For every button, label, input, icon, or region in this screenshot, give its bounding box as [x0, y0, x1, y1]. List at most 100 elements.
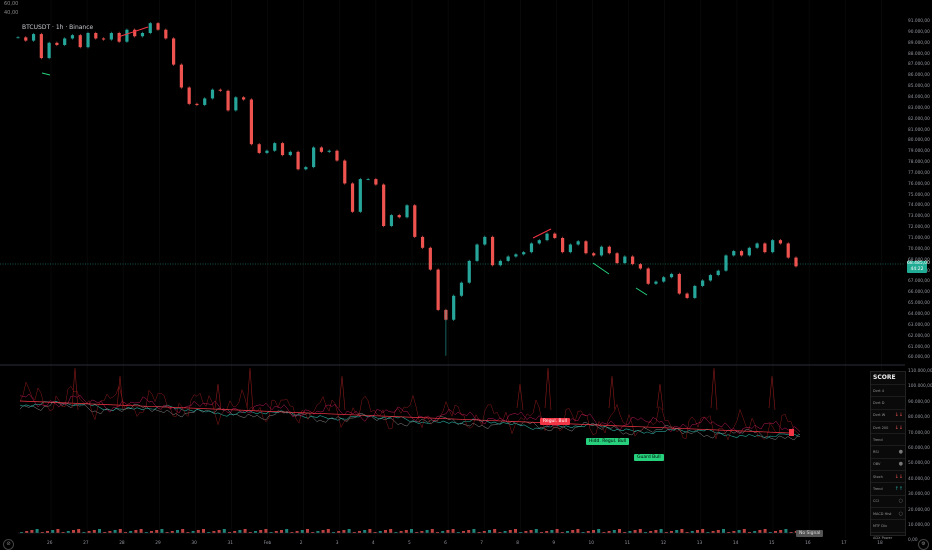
volume-bar: [51, 530, 55, 533]
volume-bar: [675, 530, 679, 533]
candle: [210, 89, 215, 99]
volume-bar: [280, 530, 283, 533]
volume-bar: [269, 532, 273, 533]
volume-bar: [404, 530, 408, 533]
candle: [428, 247, 432, 270]
price-tick-label: 62.000,00: [908, 333, 930, 339]
volume-bar: [566, 531, 569, 533]
score-row: RSI ●: [871, 445, 905, 457]
candle: [78, 35, 82, 48]
score-row-signal: ●: [898, 449, 903, 456]
divergence-line: [117, 26, 149, 38]
indicator-line-gray: [19, 401, 801, 441]
volume-bar: [644, 532, 647, 533]
volume-bar: [410, 529, 413, 533]
marker-hidden-bull[interactable]: Hidd. Regul. Bull: [586, 438, 630, 445]
volume-bar: [727, 532, 731, 533]
candle: [568, 244, 572, 253]
candle: [677, 273, 681, 294]
candle: [638, 264, 642, 269]
price-tick-label: 64.000,00: [908, 311, 930, 317]
divergence-line: [41, 72, 51, 76]
price-tick-label: 84.000,00: [908, 94, 930, 100]
volume-bar: [462, 531, 465, 533]
score-row-signal: ↓↓: [894, 473, 903, 480]
score-row: Dvrt D: [871, 396, 905, 408]
candle: [234, 97, 238, 111]
divergence-line: [592, 262, 610, 275]
volume-bar: [415, 532, 419, 533]
time-tick-label: 26: [47, 541, 53, 546]
time-tick-label: 18: [877, 541, 883, 546]
price-tick-label: 79.000,00: [908, 149, 930, 155]
volume-bar: [129, 531, 133, 533]
symbol-title[interactable]: BTCUSDT · 1h · Binance: [22, 24, 94, 31]
candle: [514, 254, 518, 257]
indicator-tick-label: 0,00: [908, 538, 918, 544]
score-row-label: ADX Power: [873, 536, 893, 541]
volume-bar: [701, 529, 705, 533]
volume-bar: [285, 529, 289, 533]
marker-no-signal[interactable]: No Signal: [796, 530, 824, 537]
volume-bar: [545, 531, 549, 533]
volume-bar: [46, 531, 49, 533]
marker-regular-bull[interactable]: Regul. Bull: [540, 418, 570, 425]
score-row-label: Dvrt 4: [873, 388, 884, 393]
time-tick-label: 5: [408, 541, 411, 546]
time-tick-label: 13: [696, 541, 703, 546]
volume-bar: [477, 532, 481, 533]
volume-bar: [243, 529, 247, 533]
time-tick-label: 16: [805, 541, 811, 546]
candle: [172, 38, 176, 65]
time-tick-label: Feb: [263, 541, 272, 546]
candle: [296, 151, 300, 170]
countdown: 44:22: [910, 267, 924, 272]
volume-bar: [560, 532, 564, 533]
volume-bar: [92, 530, 96, 533]
volume-bar: [534, 529, 538, 533]
indicator-spike: [116, 375, 124, 411]
volume-bar: [430, 529, 434, 533]
candle: [732, 251, 736, 256]
volume-bar: [758, 530, 762, 533]
score-panel: SCORE Dvrt 4 Dvrt D Dvrt W ↓↓ Dvrt 200 ↓↓ Tren…: [870, 371, 906, 540]
volume-bar: [222, 529, 226, 533]
time-tick-label: 8: [516, 541, 520, 546]
volume-bar: [472, 529, 476, 533]
time-tick-label: 2: [299, 541, 303, 546]
volume-bar: [108, 531, 112, 533]
volume-bar: [342, 530, 346, 533]
volume-bar: [555, 529, 559, 533]
marker-guard-bull[interactable]: Guard Bull: [634, 454, 664, 461]
volume-bar: [732, 531, 736, 533]
candle: [133, 29, 137, 37]
candle: [755, 243, 759, 248]
indicator-spike: [710, 367, 718, 411]
indicator-spike: [516, 383, 524, 411]
timezone-icon[interactable]: ⊘: [3, 539, 14, 550]
price-tick-label: 88.000,00: [908, 51, 930, 57]
volume-bar: [586, 531, 590, 533]
price-tick-label: 87.000,00: [908, 62, 930, 68]
volume-bar: [571, 530, 575, 533]
candle: [778, 240, 783, 244]
candle: [436, 269, 440, 310]
candle: [701, 280, 705, 286]
score-row-signal: ↓↓: [894, 424, 903, 431]
current-price-tag: 68.485,00 44:22: [907, 261, 930, 273]
time-tick-label: 14: [732, 541, 739, 546]
volume-bar: [82, 532, 86, 533]
candle: [623, 256, 627, 264]
price-tick-label: 66.000,00: [908, 290, 930, 296]
volume-bar: [264, 529, 268, 533]
candle: [529, 243, 534, 253]
time-tick-label: 11: [624, 541, 631, 546]
price-tick-label: 82.000,00: [908, 116, 930, 122]
candle: [405, 205, 409, 218]
candle: [218, 89, 222, 91]
candle: [358, 179, 362, 212]
settings-gear-icon[interactable]: ⚙: [918, 539, 929, 550]
volume-bar: [508, 530, 512, 533]
volume-bar: [295, 531, 299, 533]
